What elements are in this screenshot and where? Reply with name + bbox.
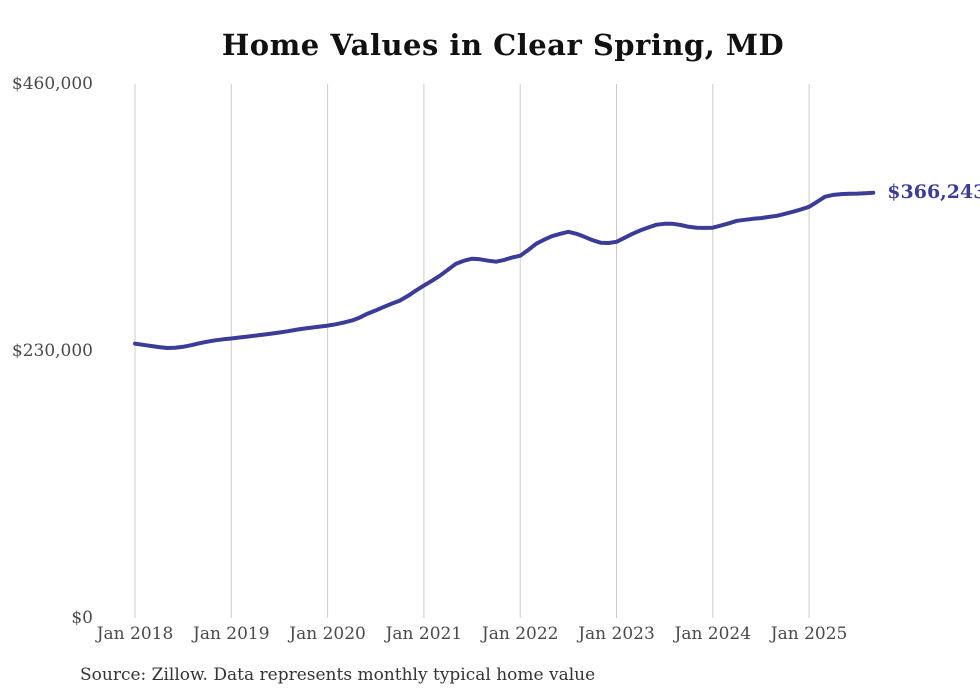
x-axis-tick-label: Jan 2023 — [578, 624, 655, 644]
x-axis-tick-label: Jan 2021 — [385, 624, 463, 644]
x-axis-tick-label: Jan 2019 — [193, 624, 270, 644]
x-axis-tick-label: Jan 2022 — [481, 624, 559, 644]
x-axis-tick-label: Jan 2025 — [770, 624, 848, 644]
home-value-line-series — [133, 190, 876, 350]
chart-title: Home Values in Clear Spring, MD — [221, 28, 785, 62]
y-axis-tick-label: $230,000 — [11, 341, 93, 361]
x-axis-tick-label: Jan 2018 — [96, 624, 174, 644]
vertical-gridlines — [134, 84, 810, 618]
y-axis-tick-label: $0 — [71, 608, 93, 628]
line-end-value-label: $366,243 — [887, 180, 980, 203]
y-axis-tick-label: $460,000 — [11, 74, 93, 94]
source-note: Source: Zillow. Data represents monthly … — [80, 665, 596, 685]
x-axis-tick-label: Jan 2024 — [674, 624, 752, 644]
x-axis-tick-label: Jan 2020 — [289, 624, 366, 644]
